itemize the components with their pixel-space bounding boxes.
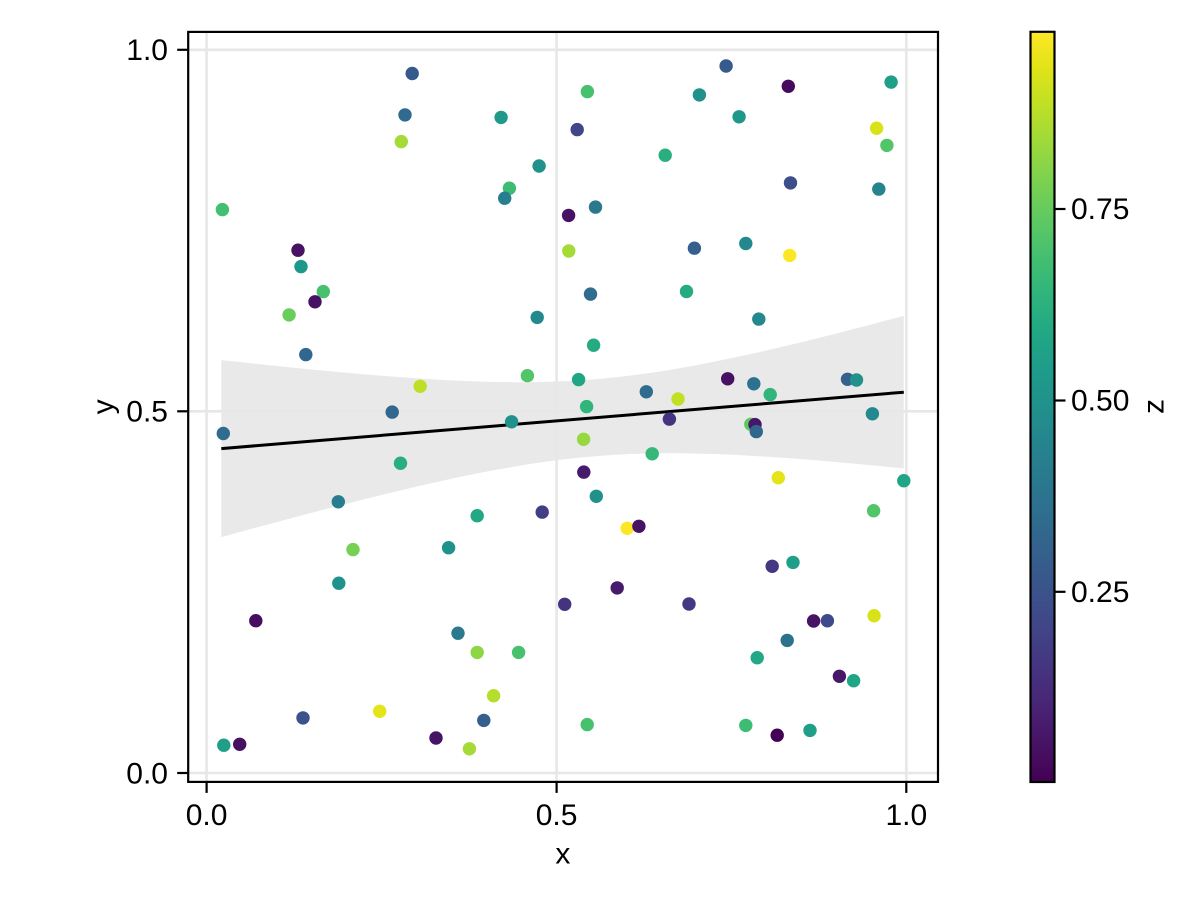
svg-text:0.5: 0.5 bbox=[536, 799, 578, 832]
svg-text:0.75: 0.75 bbox=[1071, 193, 1129, 226]
svg-text:y: y bbox=[87, 399, 120, 414]
svg-text:x: x bbox=[555, 837, 570, 870]
svg-text:1.0: 1.0 bbox=[885, 799, 927, 832]
svg-text:1.0: 1.0 bbox=[126, 34, 168, 67]
svg-text:0.50: 0.50 bbox=[1071, 385, 1129, 418]
svg-text:z: z bbox=[1138, 399, 1171, 414]
svg-text:0.5: 0.5 bbox=[126, 396, 168, 429]
svg-text:0.25: 0.25 bbox=[1071, 576, 1129, 609]
svg-text:0.0: 0.0 bbox=[126, 757, 168, 790]
svg-text:0.0: 0.0 bbox=[186, 799, 228, 832]
